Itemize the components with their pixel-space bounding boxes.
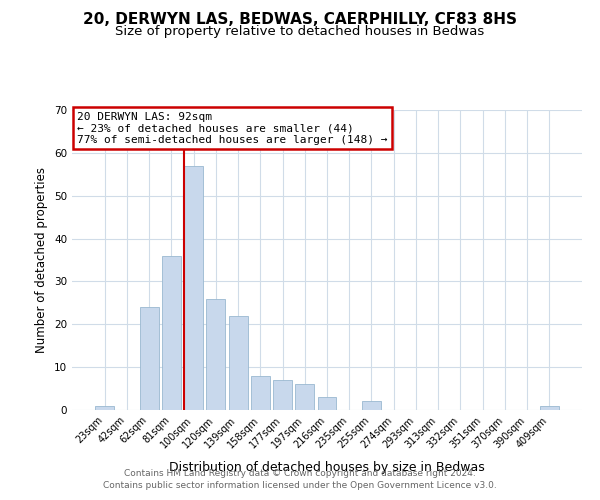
Bar (162, 256, 181, 410)
Text: Contains HM Land Registry data © Crown copyright and database right 2024.: Contains HM Land Registry data © Crown c… (124, 468, 476, 477)
Text: 20 DERWYN LAS: 92sqm
← 23% of detached houses are smaller (44)
77% of semi-detac: 20 DERWYN LAS: 92sqm ← 23% of detached h… (77, 112, 388, 144)
Bar (184, 166, 203, 410)
Y-axis label: Number of detached properties: Number of detached properties (35, 167, 49, 353)
Bar (206, 298, 225, 410)
Text: 20, DERWYN LAS, BEDWAS, CAERPHILLY, CF83 8HS: 20, DERWYN LAS, BEDWAS, CAERPHILLY, CF83… (83, 12, 517, 28)
Bar (95, 406, 114, 410)
Bar (295, 384, 314, 410)
Bar (273, 380, 292, 410)
Bar (540, 406, 559, 410)
Bar (140, 307, 158, 410)
Bar (362, 402, 381, 410)
Bar (251, 376, 270, 410)
X-axis label: Distribution of detached houses by size in Bedwas: Distribution of detached houses by size … (169, 461, 485, 474)
Bar (229, 316, 248, 410)
Bar (317, 397, 337, 410)
Text: Size of property relative to detached houses in Bedwas: Size of property relative to detached ho… (115, 25, 485, 38)
Text: Contains public sector information licensed under the Open Government Licence v3: Contains public sector information licen… (103, 481, 497, 490)
